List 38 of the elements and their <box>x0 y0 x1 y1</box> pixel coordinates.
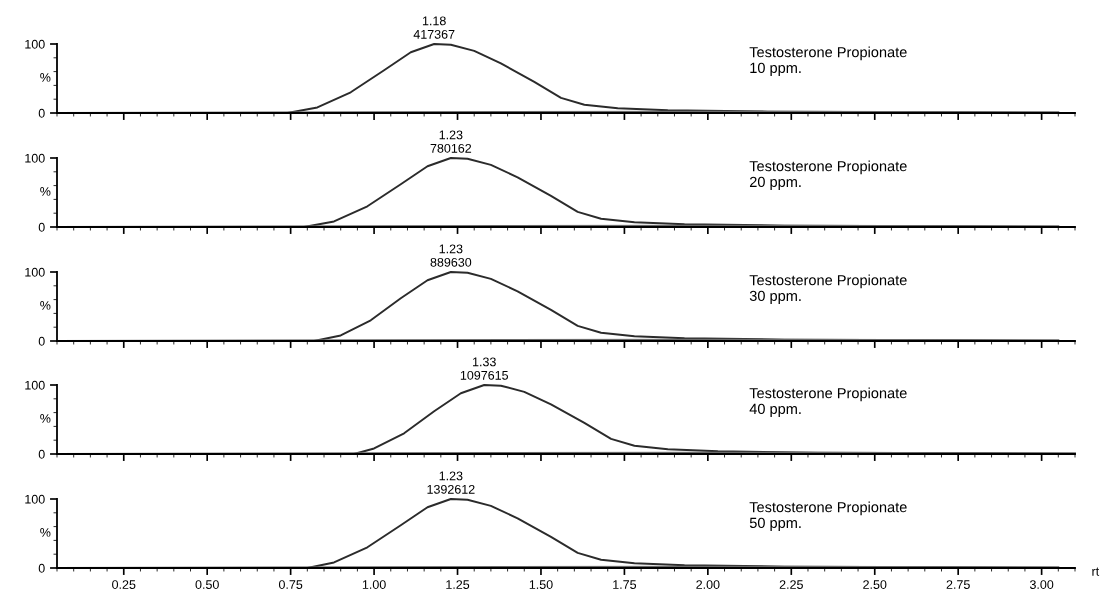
y-tick-label: 0 <box>38 336 45 346</box>
x-tick-label: 2.50 <box>863 580 887 589</box>
x-tick-label: 1.50 <box>529 580 553 589</box>
annotation: 1.23 889630 <box>430 244 472 267</box>
x-tick-label: 0.50 <box>195 580 219 589</box>
x-tick-label: 2.00 <box>696 580 720 589</box>
annotation: Testosterone Propionate 30 ppm. <box>749 274 907 304</box>
y-axis-title: % <box>40 187 51 196</box>
annotation: 1.23 1392612 <box>427 471 475 494</box>
y-tick-label: 100 <box>25 494 45 504</box>
y-tick-label: 100 <box>25 39 45 49</box>
y-tick-label: 100 <box>25 153 45 163</box>
x-tick-label: 2.75 <box>946 580 970 589</box>
x-tick-label: 1.25 <box>446 580 470 589</box>
y-axis-title: % <box>40 414 51 423</box>
y-tick-label: 0 <box>38 449 45 459</box>
annotation: 1.23 780162 <box>430 130 472 153</box>
y-tick-label: 0 <box>38 563 45 573</box>
annotation: 1.18 417367 <box>413 16 455 39</box>
annotation: Testosterone Propionate 10 ppm. <box>749 46 907 76</box>
x-tick-label: 2.25 <box>779 580 803 589</box>
x-tick-label: 1.00 <box>362 580 386 589</box>
annotation: Testosterone Propionate 20 ppm. <box>749 160 907 190</box>
y-tick-label: 0 <box>38 108 45 118</box>
x-tick-label: 3.00 <box>1029 580 1054 589</box>
y-tick-label: 100 <box>25 380 45 390</box>
annotation: Testosterone Propionate 40 ppm. <box>749 387 907 417</box>
y-axis-title: % <box>40 301 51 310</box>
y-axis-title: % <box>40 73 51 82</box>
y-tick-label: 100 <box>25 267 45 277</box>
x-tick-label: 1.75 <box>613 580 637 589</box>
annotation: Testosterone Propionate 50 ppm. <box>749 501 907 531</box>
x-tick-label: 0.75 <box>278 580 303 589</box>
y-tick-label: 0 <box>38 222 45 232</box>
annotation: 1.33 1097615 <box>460 357 509 380</box>
x-tick-label: 0.25 <box>112 580 136 589</box>
x-axis-title: rt <box>1092 567 1100 576</box>
y-axis-title: % <box>40 528 51 537</box>
